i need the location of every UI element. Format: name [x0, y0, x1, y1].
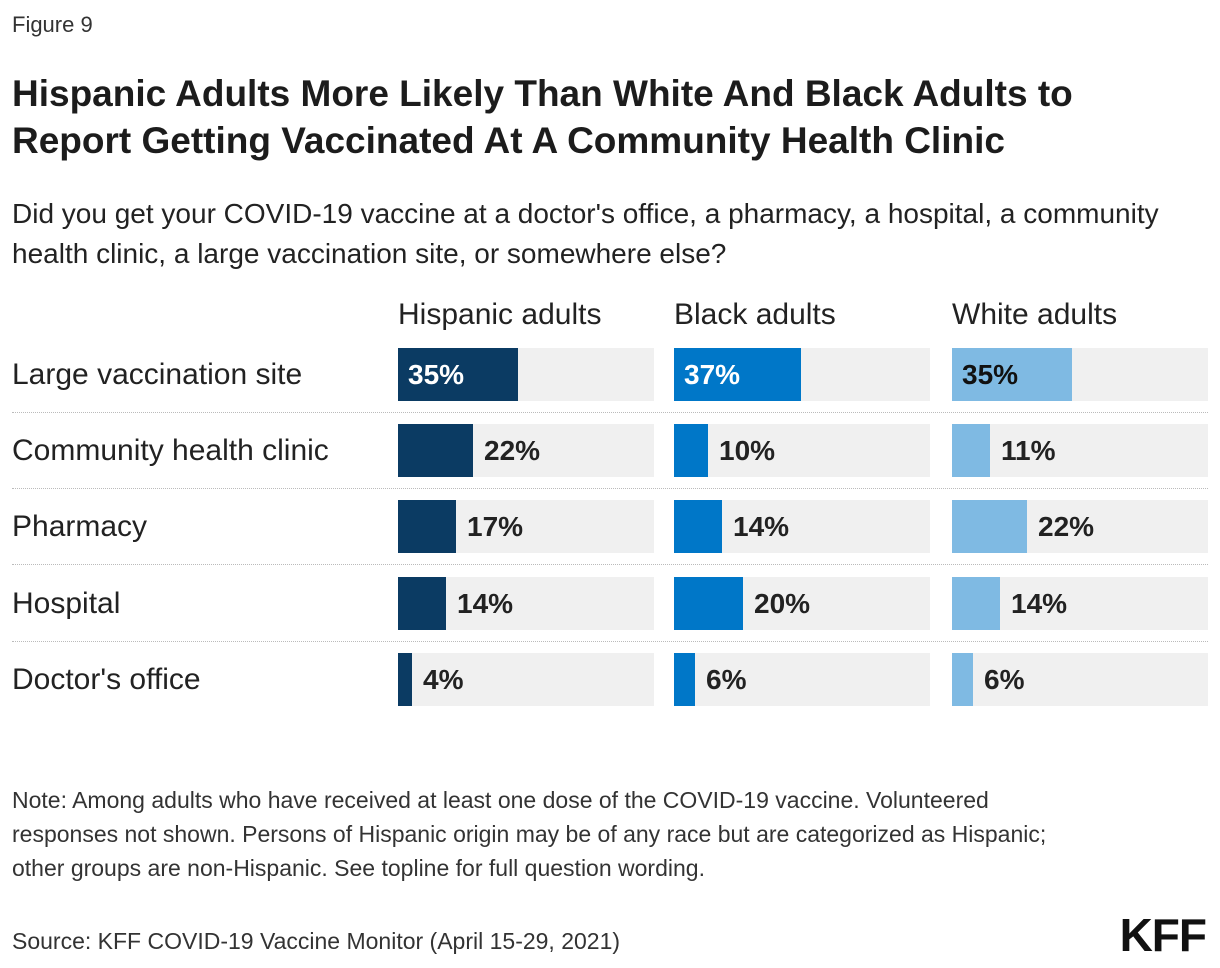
kff-logo: KFF: [1119, 909, 1207, 961]
bar-white-adults-community-health-clinic: [952, 424, 990, 477]
value-label-white-adults-large-vaccination-site: 35%: [962, 359, 1019, 390]
row-label-large-vaccination-site: Large vaccination site: [12, 358, 303, 391]
value-label-black-adults-doctor-s-office: 6%: [706, 664, 747, 695]
value-label-white-adults-doctor-s-office: 6%: [984, 664, 1025, 695]
chart-note: Note: Among adults who have received at …: [12, 787, 1047, 881]
column-header-black-adults: Black adults: [674, 298, 836, 331]
column-header-hispanic-adults: Hispanic adults: [398, 298, 602, 331]
bar-hispanic-adults-community-health-clinic: [398, 424, 473, 477]
bar-hispanic-adults-pharmacy: [398, 500, 456, 553]
bar-white-adults-doctor-s-office: [952, 653, 973, 706]
column-header-white-adults: White adults: [952, 298, 1118, 331]
value-label-black-adults-pharmacy: 14%: [733, 511, 790, 542]
row-label-hospital: Hospital: [12, 587, 121, 620]
bar-hispanic-adults-hospital: [398, 577, 446, 630]
value-label-hispanic-adults-pharmacy: 17%: [467, 511, 524, 542]
row-label-pharmacy: Pharmacy: [12, 510, 148, 543]
bar-black-adults-community-health-clinic: [674, 424, 708, 477]
chart-source: Source: KFF COVID-19 Vaccine Monitor (Ap…: [12, 928, 621, 954]
bar-black-adults-pharmacy: [674, 500, 722, 553]
bar-white-adults-pharmacy: [952, 500, 1027, 553]
value-label-hispanic-adults-doctor-s-office: 4%: [423, 664, 464, 695]
row-label-doctor-s-office: Doctor's office: [12, 663, 201, 696]
row-divider: [12, 412, 1208, 413]
row-divider: [12, 488, 1208, 489]
row-divider: [12, 564, 1208, 565]
value-label-black-adults-hospital: 20%: [754, 588, 811, 619]
value-label-white-adults-hospital: 14%: [1011, 588, 1068, 619]
bar-hispanic-adults-doctor-s-office: [398, 653, 412, 706]
value-label-black-adults-large-vaccination-site: 37%: [684, 359, 741, 390]
bar-track: [674, 424, 930, 477]
bar-white-adults-hospital: [952, 577, 1000, 630]
bar-track: [952, 424, 1208, 477]
row-divider: [12, 641, 1208, 642]
value-label-white-adults-pharmacy: 22%: [1038, 511, 1095, 542]
figure-label: Figure 9: [12, 12, 93, 37]
bar-black-adults-large-vaccination-site: [674, 348, 801, 401]
value-label-white-adults-community-health-clinic: 11%: [1001, 435, 1056, 466]
bar-white-adults-large-vaccination-site: [952, 348, 1072, 401]
chart-title: Hispanic Adults More Likely Than White A…: [12, 73, 1073, 161]
bar-hispanic-adults-large-vaccination-site: [398, 348, 518, 401]
bar-track: [674, 653, 930, 706]
bar-black-adults-doctor-s-office: [674, 653, 695, 706]
bar-track: [952, 653, 1208, 706]
bar-black-adults-hospital: [674, 577, 743, 630]
chart-subtitle: Did you get your COVID-19 vaccine at a d…: [12, 198, 1159, 269]
value-label-hispanic-adults-large-vaccination-site: 35%: [408, 359, 465, 390]
bar-track: [398, 653, 654, 706]
value-label-hispanic-adults-hospital: 14%: [457, 588, 514, 619]
value-label-black-adults-community-health-clinic: 10%: [719, 435, 776, 466]
row-label-community-health-clinic: Community health clinic: [12, 434, 329, 467]
value-label-hispanic-adults-community-health-clinic: 22%: [484, 435, 541, 466]
